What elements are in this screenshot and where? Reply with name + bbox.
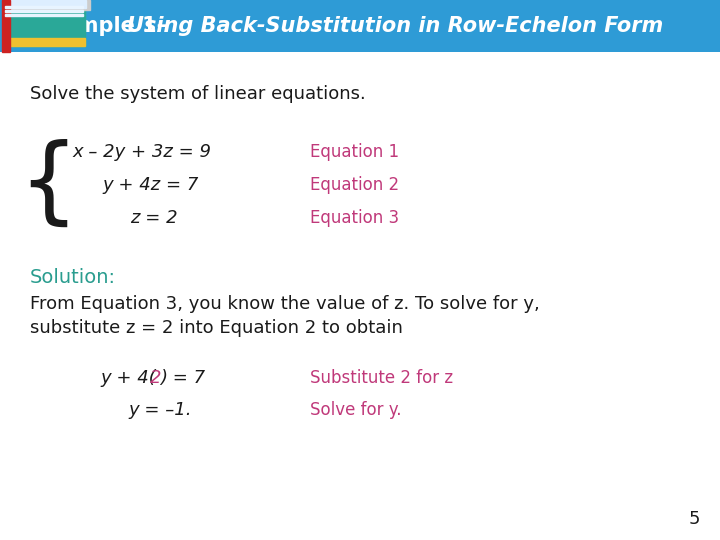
Text: Substitute 2 for z: Substitute 2 for z: [310, 369, 453, 387]
Bar: [5, 4, 85, 46]
Text: Example 1–: Example 1–: [35, 16, 174, 36]
Bar: [5, 6, 83, 8]
Text: ) = 7: ) = 7: [160, 369, 205, 387]
Text: y = –1.: y = –1.: [128, 401, 192, 419]
Text: 5: 5: [688, 510, 700, 528]
Text: Solve the system of linear equations.: Solve the system of linear equations.: [30, 85, 366, 103]
Text: 2: 2: [150, 369, 161, 387]
Text: y + 4z = 7: y + 4z = 7: [102, 176, 199, 194]
Bar: [5, 10, 83, 12]
Text: Equation 3: Equation 3: [310, 209, 399, 227]
Text: Solution:: Solution:: [30, 268, 116, 287]
Text: Equation 2: Equation 2: [310, 176, 399, 194]
Bar: [8, 0, 86, 8]
Text: x – 2y + 3z = 9: x – 2y + 3z = 9: [72, 143, 211, 161]
Text: Equation 1: Equation 1: [310, 143, 399, 161]
Text: {: {: [18, 139, 78, 231]
Bar: [2, 0, 10, 52]
Text: substitute z = 2 into Equation 2 to obtain: substitute z = 2 into Equation 2 to obta…: [30, 319, 403, 337]
Text: Using Back-Substitution in Row-Echelon Form: Using Back-Substitution in Row-Echelon F…: [127, 16, 663, 36]
Bar: [5, 4, 85, 46]
Text: y + 4(: y + 4(: [100, 369, 156, 387]
Bar: [0, 0, 720, 52]
Bar: [5, 0, 90, 10]
Text: Solve for y.: Solve for y.: [310, 401, 402, 419]
Bar: [5, 38, 85, 46]
Bar: [5, 14, 83, 16]
Text: From Equation 3, you know the value of z. To solve for y,: From Equation 3, you know the value of z…: [30, 295, 540, 313]
Text: z = 2: z = 2: [130, 209, 178, 227]
